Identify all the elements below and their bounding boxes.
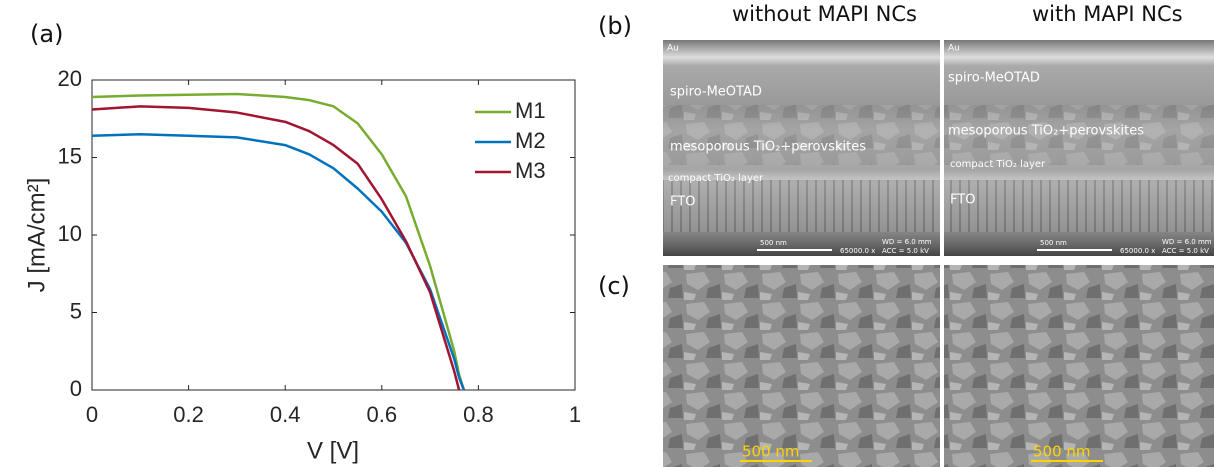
plot-frame [92,80,575,390]
page: {"chart_data": {"type": "line", "panel_l… [0,0,1214,467]
scale-label: 500 nm [760,239,787,247]
layer-label: Au [667,44,679,54]
x-tick-label: 0.6 [367,402,398,427]
scale-label: 500 nm [1033,443,1091,461]
scale-label: 500 nm [742,443,800,461]
x-axis-label: V [V] [307,437,359,464]
panel-label: (c) [598,272,630,300]
legend-label: M2 [515,128,546,153]
layer-label: spiro-MeOTAD [670,85,762,100]
mag-label: 65000.0 x [1120,247,1155,255]
layer-label: compact TiO₂ layer [950,159,1046,170]
y-tick-label: 20 [58,66,82,91]
layer-label: compact TiO₂ layer [668,173,764,184]
y-tick-label: 10 [58,221,82,246]
layer-label: FTO [670,195,695,210]
wd-label: WD = 6.0 mm [1162,238,1212,246]
mag-label: 65000.0 x [840,247,875,255]
figure: (a) (b) (c) without MAPI NCs with MAPI N… [0,0,1214,467]
legend-label: M1 [515,98,546,123]
column-header: with MAPI NCs [1032,2,1183,26]
y-tick-label: 15 [58,143,82,168]
y-axis-label: J [mA/cm²] [23,178,50,293]
y-tick-label: 5 [70,298,82,323]
layer-label: Au [948,44,960,54]
panel-label: (a) [30,20,63,48]
sem-top-view [663,265,1214,467]
scale-label: 500 nm [1040,239,1067,247]
layer-label: spiro-MeOTAD [948,71,1040,86]
panel-label: (b) [598,12,632,40]
column-header: without MAPI NCs [732,2,917,26]
x-tick-label: 0.8 [463,402,494,427]
x-tick-label: 1 [569,402,581,427]
data-line [92,94,464,390]
layer-label: mesoporous TiO₂+perovskites [670,140,866,155]
x-tick-label: 0.4 [270,402,301,427]
layer-label: mesoporous TiO₂+perovskites [948,124,1144,139]
wd-label: WD = 6.0 mm [882,238,932,246]
data-line [92,106,459,390]
data-line [92,134,464,390]
layer-label: FTO [950,193,975,208]
acc-label: ACC = 5.0 kV [882,247,929,255]
x-tick-label: 0.2 [173,402,204,427]
x-tick-label: 0 [86,402,98,427]
acc-label: ACC = 5.0 kV [1162,247,1209,255]
legend-label: M3 [515,158,546,183]
y-tick-label: 0 [70,376,82,401]
